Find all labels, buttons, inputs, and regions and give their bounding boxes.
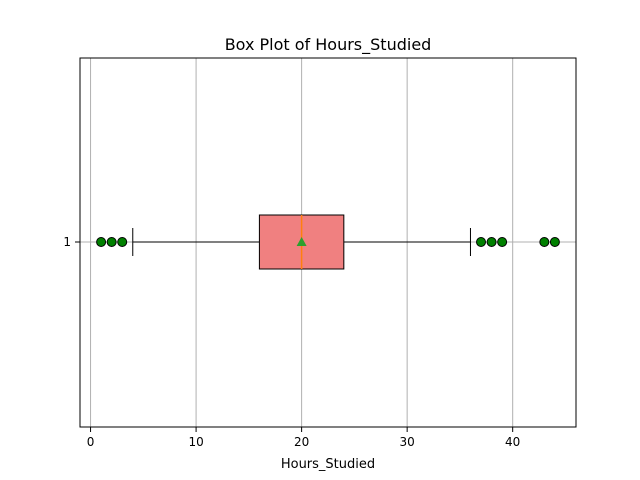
x-tick-label: 0 [87, 435, 95, 449]
chart-title: Box Plot of Hours_Studied [225, 35, 432, 55]
outlier-point [549, 237, 560, 247]
plot-area [96, 214, 560, 270]
outlier-point [117, 237, 128, 247]
x-tick-label: 40 [505, 435, 520, 449]
outlier-point [486, 237, 497, 247]
x-tick-label: 30 [400, 435, 415, 449]
axes: 0 10 20 30 40 1 [63, 235, 520, 449]
outlier-point [539, 237, 550, 247]
outlier-point [106, 237, 117, 247]
mean-marker [296, 237, 307, 246]
outlier-point [96, 237, 107, 247]
outlier-point [476, 237, 487, 247]
y-tick-label: 1 [63, 235, 71, 249]
x-tick-label: 20 [294, 435, 309, 449]
outlier-point [497, 237, 508, 247]
x-axis-label: Hours_Studied [281, 457, 375, 472]
x-tick-label: 10 [188, 435, 203, 449]
